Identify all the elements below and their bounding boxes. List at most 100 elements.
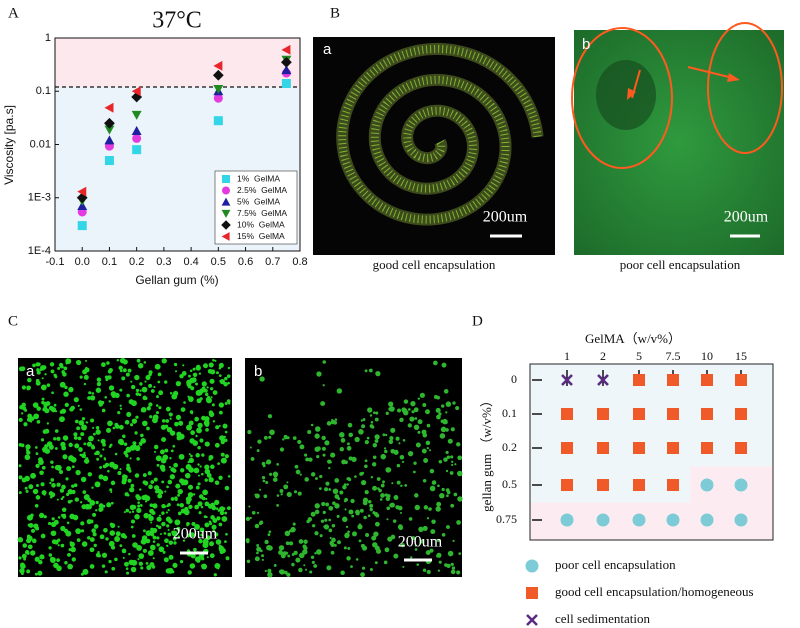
cell [152,414,159,421]
cell [101,564,106,568]
cell [82,568,89,575]
cell [399,417,404,423]
cell [87,472,93,477]
column-label: 2 [600,349,606,363]
cell [126,571,130,575]
cell [397,408,402,413]
cell [81,453,87,459]
cell [106,361,110,365]
cell [102,504,106,508]
cell [61,507,67,512]
symbol [633,374,645,386]
cell [354,436,360,443]
cell [456,470,463,477]
cell [407,423,412,428]
cell [111,566,116,571]
cell [117,470,122,476]
cell [153,485,160,491]
symbol [666,513,680,527]
symbol [734,513,748,527]
cell [121,376,126,381]
cell [256,449,260,453]
cell [419,392,425,398]
cell [439,433,446,439]
cell [144,380,147,383]
cell [450,455,454,459]
legend-label: 15% GelMA [237,231,285,241]
cell [61,365,64,369]
cell [339,490,344,495]
cell [314,531,319,536]
cell [63,528,69,534]
cell [375,411,379,415]
cell [364,489,369,495]
cell [18,417,23,422]
cell [378,478,381,481]
cell [34,572,38,576]
cell [247,430,252,435]
cell [374,545,380,551]
cell [107,469,110,473]
x-tick-label: 0.0 [75,256,90,268]
y-tick-label: 0.1 [36,85,51,97]
cell [181,482,185,486]
matrix-frame [529,363,774,541]
cell [226,374,231,379]
cell [388,401,394,407]
point [213,84,224,94]
cell [139,389,142,392]
x-tick-label: -0.1 [46,256,65,268]
cell [304,453,308,457]
cell [360,572,365,578]
cell [82,369,88,375]
cell [215,539,222,545]
cell [95,509,98,512]
scale-label: 200um [483,209,528,226]
cell [177,535,180,538]
cell [384,449,388,454]
cell [292,522,296,526]
cell [75,528,82,535]
cell [50,478,55,482]
cell [157,380,161,384]
cell [179,559,184,564]
cell [98,507,103,512]
cell [35,526,40,531]
cell [170,497,175,501]
cell [36,368,40,372]
cell [130,519,136,524]
cell [269,429,275,436]
cell [178,453,185,460]
cell [439,492,445,499]
cell [168,554,174,560]
cell [195,382,199,386]
cell [83,451,86,454]
cell [135,415,139,419]
cell [169,417,172,420]
cell [80,476,87,483]
cell [263,435,268,440]
cell [205,535,211,541]
cell [144,500,148,503]
cell [35,484,39,488]
cell [227,381,230,385]
cell-background [530,502,585,540]
cell [303,539,308,544]
cell [188,374,191,378]
cell [307,517,313,522]
cell [210,369,216,375]
cell [350,565,353,569]
point [104,135,115,145]
cell [42,407,46,412]
cell [142,480,147,485]
cell [95,387,102,393]
cell [195,485,200,490]
cell [389,503,394,508]
cell [212,359,215,362]
cell [286,436,290,440]
cell [201,453,205,457]
cell [413,461,417,465]
cell [279,447,285,452]
cell [447,438,453,444]
cell [134,447,137,450]
